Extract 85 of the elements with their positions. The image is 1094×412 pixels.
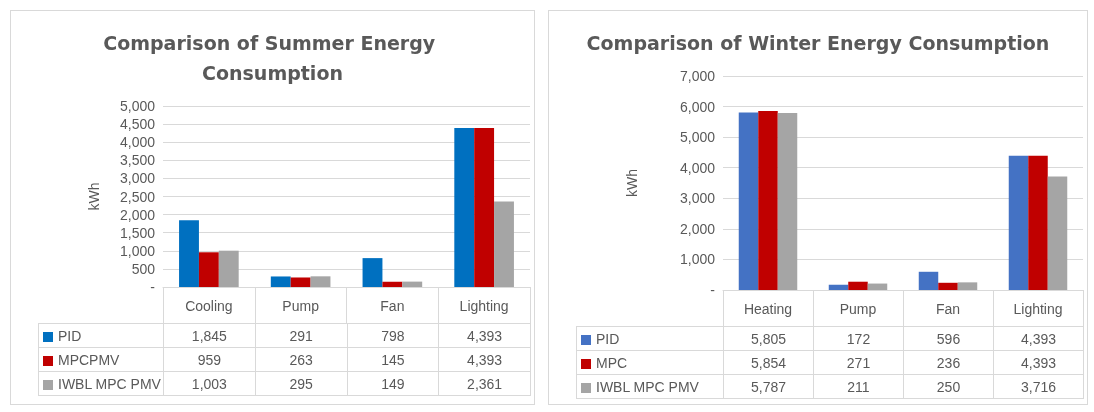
bar — [218, 250, 239, 287]
bar — [402, 281, 423, 287]
y-tick-label: 500 — [131, 260, 156, 277]
data-label: 2,361 — [438, 371, 531, 396]
bar — [828, 284, 849, 290]
y-tick-label: 2,000 — [679, 220, 716, 237]
bar — [454, 127, 475, 287]
bar — [179, 220, 199, 287]
x-tick-label: Heating — [743, 301, 793, 317]
y-tick-label: 4,500 — [119, 116, 156, 133]
y-tick-label: 2,000 — [119, 206, 156, 223]
data-label: 5,805 — [723, 326, 814, 351]
data-label: 172 — [813, 326, 904, 351]
bar — [1008, 155, 1029, 290]
data-label: 149 — [347, 371, 439, 396]
bar — [848, 281, 868, 290]
x-tick-label: Lighting — [459, 298, 509, 314]
y-tick-label: 3,000 — [679, 190, 716, 207]
bar — [310, 276, 331, 287]
y-tick-label: 2,500 — [119, 188, 156, 205]
bar — [777, 113, 798, 290]
data-label: 798 — [347, 323, 439, 348]
data-label: 250 — [903, 374, 994, 399]
legend-label: MPC — [576, 350, 724, 375]
data-label: 5,854 — [723, 350, 814, 375]
x-tick-label: Fan — [380, 298, 405, 314]
bar — [362, 258, 383, 287]
y-tick-label: 3,000 — [119, 170, 156, 187]
bar — [494, 201, 514, 287]
y-tick-label: 3,500 — [119, 152, 156, 169]
data-label: 1,003 — [163, 371, 256, 396]
y-tick-label: - — [150, 279, 156, 295]
bar — [918, 271, 939, 290]
y-tick-label: 4,000 — [679, 159, 716, 176]
y-tick-label: 5,000 — [119, 98, 156, 114]
chart-title: Comparison of Summer Energy Consumption — [103, 32, 442, 84]
data-label: 596 — [903, 326, 994, 351]
bar — [1047, 176, 1068, 290]
x-tick-label: Cooling — [185, 298, 233, 314]
bar — [270, 276, 291, 287]
data-label: 263 — [255, 347, 347, 372]
bar — [1028, 155, 1048, 290]
legend-label: PID — [576, 326, 724, 351]
data-label: 4,393 — [438, 323, 531, 348]
y-tick-label: 1,000 — [119, 242, 156, 259]
bar — [474, 127, 495, 287]
y-tick-label: - — [710, 282, 716, 298]
bar — [198, 252, 219, 287]
data-label: 295 — [255, 371, 347, 396]
bar — [382, 281, 403, 287]
data-label: 4,393 — [993, 326, 1084, 351]
bar — [758, 111, 778, 290]
legend-label: MPCPMV — [38, 347, 164, 372]
y-axis-title: kWh — [624, 169, 640, 197]
x-tick-label: Fan — [935, 301, 961, 317]
bar — [738, 112, 759, 290]
data-label: 4,393 — [993, 350, 1084, 375]
y-axis-title: kWh — [86, 182, 102, 211]
data-label: 271 — [813, 350, 904, 375]
legend-label: IWBL MPC PMV — [576, 374, 724, 399]
x-tick-label: Lighting — [1013, 301, 1063, 317]
x-tick-label: Pump — [839, 301, 877, 317]
y-tick-label: 1,000 — [679, 251, 716, 268]
y-tick-label: 1,500 — [119, 224, 156, 241]
chart-title: Comparison of Winter Energy Consumption — [586, 32, 1050, 54]
data-label: 1,845 — [163, 323, 256, 348]
data-label: 236 — [903, 350, 994, 375]
x-tick-label: Pump — [282, 298, 320, 314]
data-label: 5,787 — [723, 374, 814, 399]
data-label: 291 — [255, 323, 347, 348]
data-label: 145 — [347, 347, 439, 372]
bar — [290, 277, 311, 287]
data-label: 4,393 — [438, 347, 531, 372]
y-tick-label: 5,000 — [679, 129, 716, 146]
y-tick-label: 6,000 — [679, 98, 716, 115]
legend-label: IWBL MPC PMV — [38, 371, 164, 396]
data-label: 959 — [163, 347, 256, 372]
data-label: 211 — [813, 374, 904, 399]
y-tick-label: 4,000 — [119, 134, 156, 151]
bar — [867, 283, 888, 290]
bar — [957, 282, 978, 290]
legend-label: PID — [38, 323, 164, 348]
y-tick-label: 7,000 — [679, 68, 716, 84]
data-label: 3,716 — [993, 374, 1084, 399]
bar — [938, 282, 958, 290]
